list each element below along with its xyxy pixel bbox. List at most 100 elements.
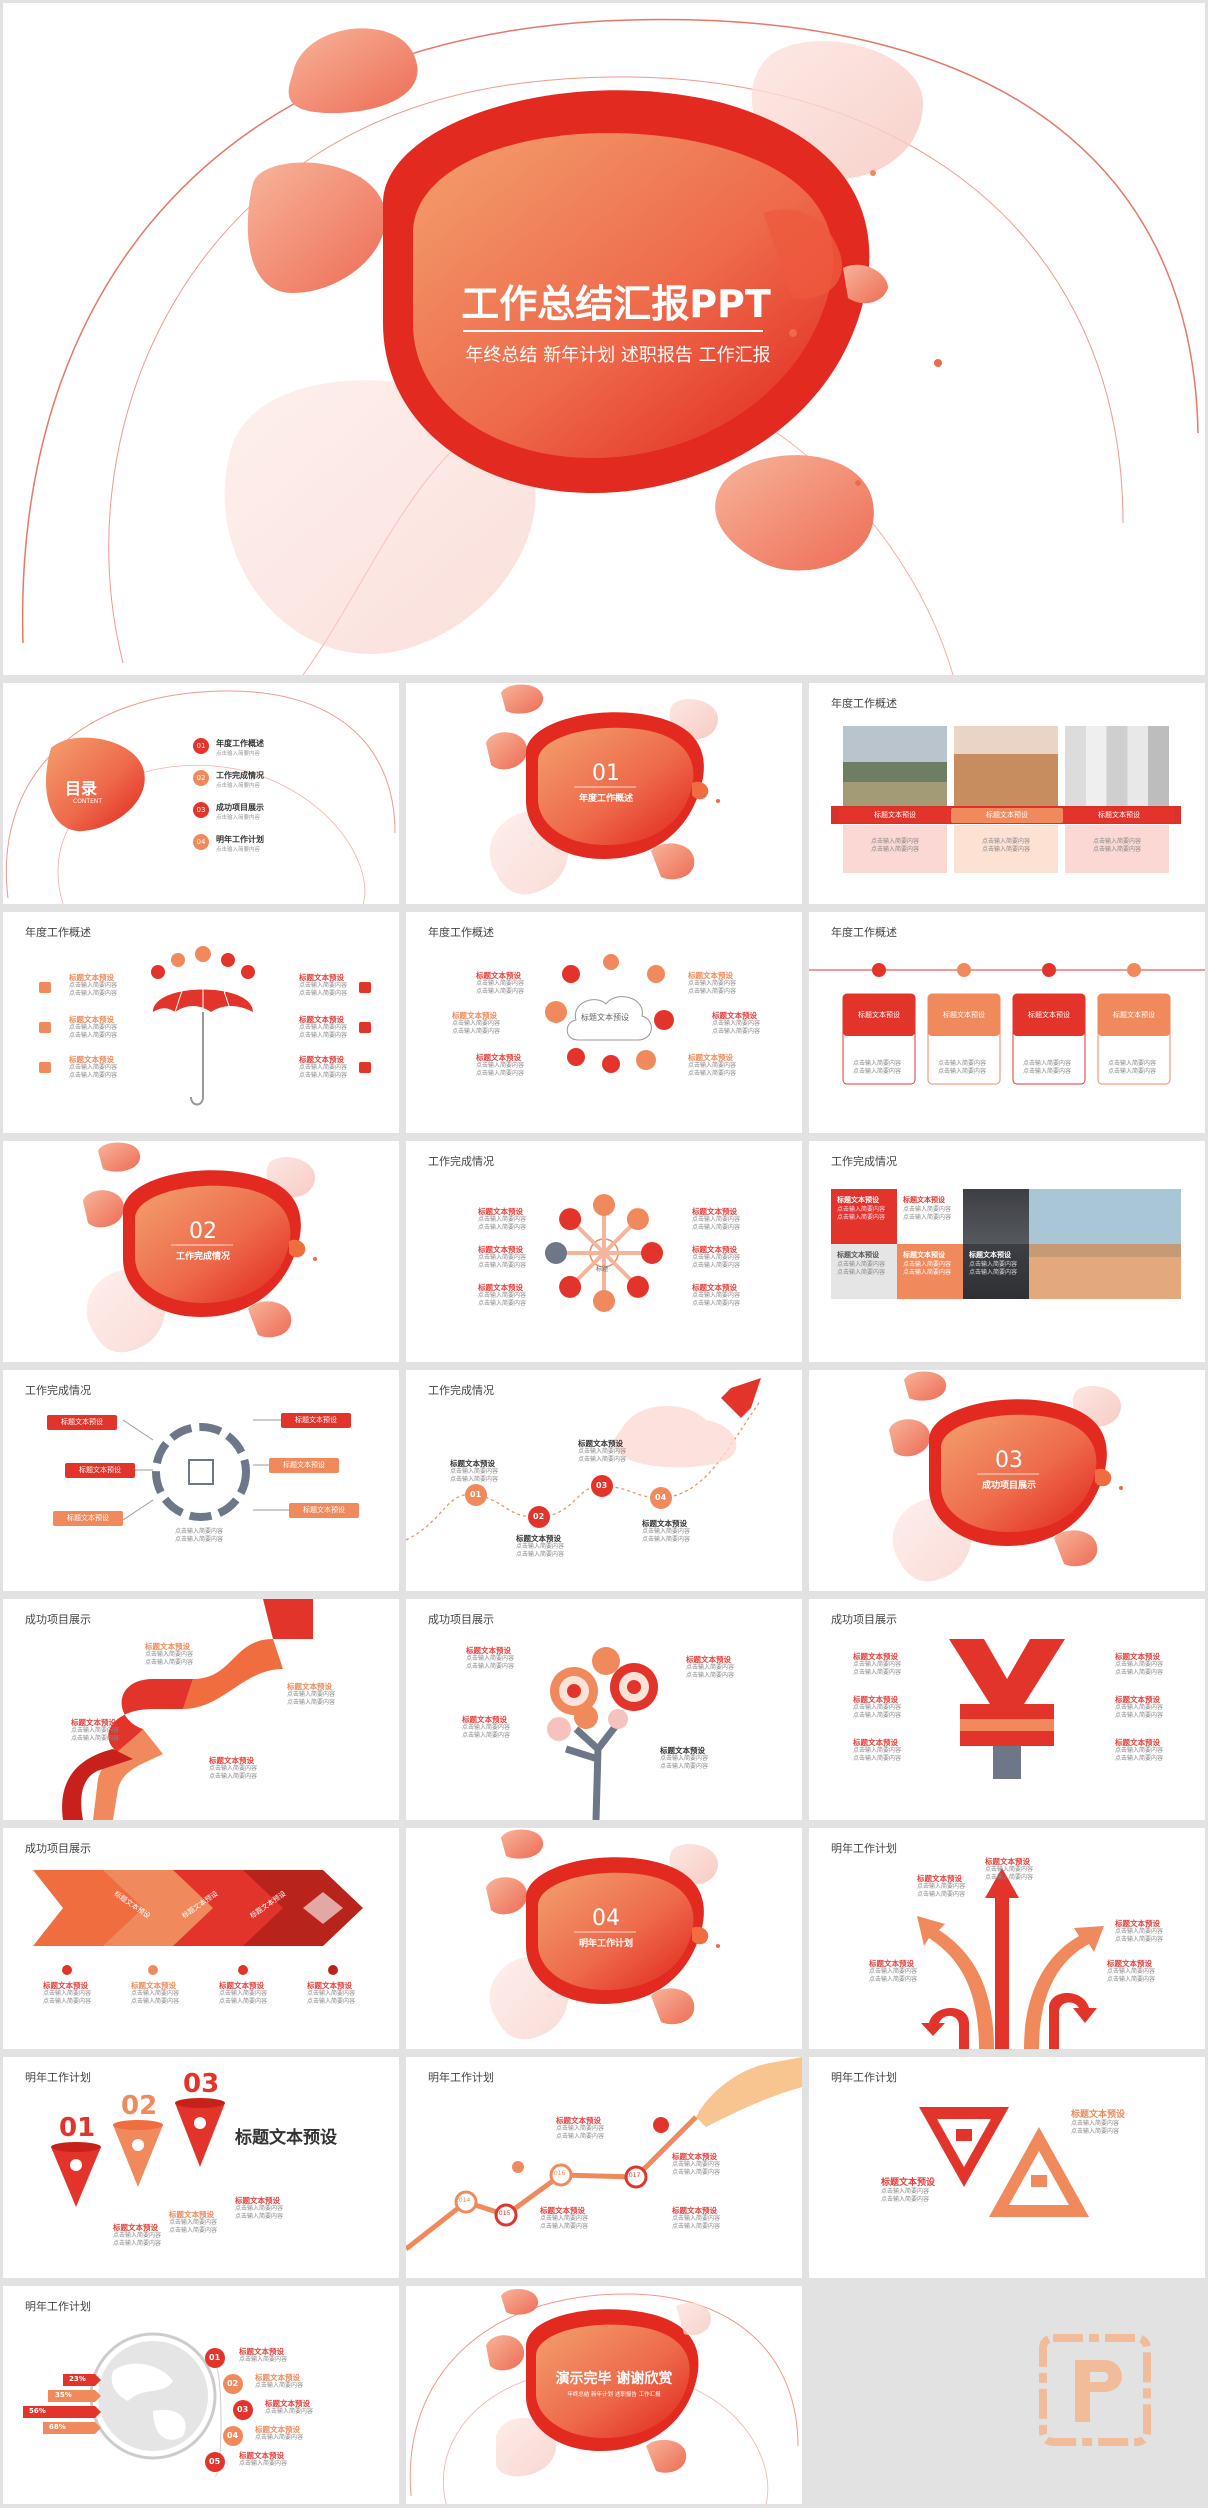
- toc-item-badge: 03: [193, 802, 209, 818]
- growth-body: 点击输入简要内容 点击输入简要内容: [540, 2215, 589, 2230]
- slide-yen[interactable]: 成功项目展示 标题文本预设 点击输入简要内容 点击输入简要内容 标题文本预设 点…: [809, 1599, 1205, 1820]
- grid-heading: 标题文本预设: [837, 1196, 879, 1204]
- item-body: 点击输入简要内容 点击输入简要内容: [476, 980, 525, 995]
- globe-body: 点击输入简要内容: [255, 2434, 304, 2441]
- card-body: 点击输入简要内容 点击输入简要内容: [853, 1060, 902, 1075]
- item-body: 点击输入简要内容 点击输入简要内容: [688, 980, 737, 995]
- toc-item-badge: 01: [193, 738, 209, 754]
- globe-number: 01: [209, 2353, 221, 2362]
- triangle-heading: 标题文本预设: [1071, 2110, 1126, 2120]
- slide-ribbon-chain[interactable]: 成功项目展示 标题文本预设 点击输入简要内容 点击输入简要内容 标题文本预设 点…: [3, 1599, 399, 1820]
- toc-item-label[interactable]: 工作完成情况: [216, 771, 264, 780]
- item-heading: 标题文本预设: [478, 1207, 523, 1216]
- toc-subtitle: CONTENT: [73, 798, 103, 805]
- slide-tree[interactable]: 成功项目展示 标题文本预设 点击输入简要内容 点击输入简要内容 标题文本预设 点…: [406, 1599, 802, 1820]
- item-heading: 标题文本预设: [69, 973, 114, 982]
- slide-umbrella[interactable]: 年度工作概述 标题文本预设 点击输入简要内容 点击输入简要内容 标题文本预设 点…: [3, 912, 399, 1133]
- cover-blob-art: [21, 18, 1199, 675]
- ring-graphic: [122, 1419, 291, 1521]
- item-body: 点击输入简要内容 点击输入简要内容: [69, 1064, 118, 1079]
- globe-number: 03: [237, 2405, 249, 2414]
- slide-growth[interactable]: 明年工作计划 2014 2015 2016 2017 标题文本预设 点击输入简要…: [406, 2057, 802, 2278]
- slide-section-02[interactable]: 02 工作完成情况: [3, 1141, 399, 1362]
- card-heading: 标题文本预设: [858, 1011, 900, 1019]
- year-label: 2015: [495, 2210, 511, 2217]
- slide-title: 成功项目展示: [25, 1842, 91, 1855]
- tree-body: 点击输入简要内容 点击输入简要内容: [686, 1664, 735, 1679]
- slide-section-03[interactable]: 03 成功项目展示: [809, 1370, 1205, 1591]
- radial-graphic: [545, 1194, 663, 1312]
- arrow-heading: 标题文本预设: [1107, 1959, 1152, 1968]
- slide-section-01[interactable]: 01 年度工作概述: [406, 683, 802, 904]
- section-blob-art: [889, 1371, 1123, 1582]
- tree-heading: 标题文本预设: [466, 1646, 511, 1655]
- slide-braid[interactable]: 成功项目展示 标题文本预设 标题文本预设 标题文本预设 标题文本预设 点击输入简…: [3, 1828, 399, 2049]
- year-label: 2017: [625, 2172, 641, 2179]
- growth-body: 点击输入简要内容 点击输入简要内容: [672, 2215, 721, 2230]
- toc-title: 目录: [65, 779, 98, 798]
- slide-annual-photos[interactable]: 年度工作概述 标题文本预设 标题文本预设 标题文本预设 点击输入简要内容 点击输…: [809, 683, 1205, 904]
- chain-heading: 标题文本预设: [209, 1756, 254, 1765]
- tree-body: 点击输入简要内容 点击输入简要内容: [462, 1724, 511, 1739]
- arrow-body: 点击输入简要内容 点击输入简要内容: [869, 1968, 918, 1983]
- item-body: 点击输入简要内容 点击输入简要内容: [452, 1020, 501, 1035]
- toc-item-label[interactable]: 年度工作概述: [216, 739, 264, 748]
- item-heading: 标题文本预设: [692, 1283, 737, 1292]
- section-number: 02: [189, 1219, 217, 1244]
- toc-item-label[interactable]: 成功项目展示: [216, 803, 264, 812]
- cover-slide[interactable]: 工作总结汇报PPT 年终总结 新年计划 述职报告 工作汇报: [3, 3, 1205, 675]
- slide-ending[interactable]: 演示完毕 谢谢欣赏 年终总结 新年计划 述职报告 工作汇报: [406, 2286, 802, 2504]
- ring-pill: 标题文本预设: [281, 1413, 351, 1428]
- slide-title: 年度工作概述: [831, 926, 897, 939]
- slide-title: 成功项目展示: [25, 1613, 91, 1626]
- slide-arrows[interactable]: 明年工作计划 标题文本预设 点击输入简要内容 点击输入简要内容 标题文本预设 点…: [809, 1828, 1205, 2049]
- cones-graphic: [51, 2098, 225, 2207]
- globe-heading: 标题文本预设: [239, 2451, 284, 2460]
- toc-item-label[interactable]: 明年工作计划: [216, 835, 264, 844]
- path-body: 点击输入简要内容 点击输入简要内容: [642, 1528, 691, 1543]
- slide-timeline-cards[interactable]: 年度工作概述 标题文本预设 标题文本预设 标题文本预设 标题文本预设 点击输入简…: [809, 912, 1205, 1133]
- item-body: 点击输入简要内容 点击输入简要内容: [299, 982, 348, 997]
- slide-globe[interactable]: 明年工作计划 23% 35% 56% 68% 01 02 03 04 05 标题文本预设 点击…: [3, 2286, 399, 2504]
- item-body: 点击输入简要内容 点击输入简要内容: [688, 1062, 737, 1077]
- yen-heading: 标题文本预设: [853, 1652, 898, 1661]
- grid-body: 点击输入简要内容 点击输入简要内容: [837, 1206, 886, 1221]
- photo-body-3: 点击输入简要内容 点击输入简要内容: [1093, 838, 1142, 853]
- triangle-body: 点击输入简要内容 点击输入简要内容: [1071, 2120, 1120, 2135]
- ring-pill: 标题文本预设: [53, 1511, 123, 1526]
- slide-rocket-path[interactable]: 工作完成情况 01 02 03 04 标题文本预设 点击输入简要内容 点击输入简要内容…: [406, 1370, 802, 1591]
- tree-heading: 标题文本预设: [462, 1715, 507, 1724]
- section-label: 工作完成情况: [175, 1252, 230, 1262]
- path-heading: 标题文本预设: [578, 1439, 623, 1448]
- slide-cones[interactable]: 明年工作计划 01 02 03 标题文本预设 标题文本预设 点击输入简要内容 点…: [3, 2057, 399, 2278]
- section-blob-art: [486, 1829, 720, 2040]
- grid-cell-dark: [963, 1189, 1029, 1299]
- slide-section-04[interactable]: 04 明年工作计划: [406, 1828, 802, 2049]
- slide-ring[interactable]: 工作完成情况 标题文本预设 标题文本预设 标题文本预设 标题文本预设 标题文本预…: [3, 1370, 399, 1591]
- cone-body: 点击输入简要内容 点击输入简要内容: [169, 2219, 218, 2234]
- yen-heading: 标题文本预设: [853, 1695, 898, 1704]
- slide-radial[interactable]: 工作完成情况 标题 标题文本预设 点击输入简要内容 点击输入简要内容 标题文本预…: [406, 1141, 802, 1362]
- braid-heading: 标题文本预设: [43, 1981, 88, 1990]
- slide-grid-photo[interactable]: 工作完成情况 标题文本预设 点击输入简要内容 点击输入简要内容 标题文本预设 点…: [809, 1141, 1205, 1362]
- slide-toc[interactable]: 目录 CONTENT 01 年度工作概述 点击输入简要内容 02 工作完成情况 点击输入简…: [3, 683, 399, 904]
- yen-body: 点击输入简要内容 点击输入简要内容: [1115, 1704, 1164, 1719]
- braid-heading: 标题文本预设: [219, 1981, 264, 1990]
- triangles-graphic: [919, 2107, 1089, 2217]
- arrow-body: 点击输入简要内容 点击输入简要内容: [1115, 1928, 1164, 1943]
- globe-heading: 标题文本预设: [265, 2399, 310, 2408]
- item-heading: 标题文本预设: [452, 1011, 497, 1020]
- grid-body: 点击输入简要内容 点击输入简要内容: [903, 1206, 952, 1221]
- tree-graphic: [547, 1647, 658, 1820]
- path-heading: 标题文本预设: [516, 1534, 561, 1543]
- slide-title: 明年工作计划: [831, 1842, 897, 1855]
- slide-cloud-hub[interactable]: 年度工作概述 标题文本预设 标题文本预设 点击输入简要内容 点击输入简要内容 标…: [406, 912, 802, 1133]
- item-body: 点击输入简要内容 点击输入简要内容: [476, 1062, 525, 1077]
- cone-heading: 标题文本预设: [235, 2196, 280, 2205]
- globe-percent: 56%: [29, 2407, 46, 2415]
- arrow-heading: 标题文本预设: [917, 1874, 962, 1883]
- slide-triangles[interactable]: 明年工作计划 标题文本预设 点击输入简要内容 点击输入简要内容 标题文本预设 点…: [809, 2057, 1205, 2278]
- step-number: 01: [470, 1490, 482, 1499]
- growth-body: 点击输入简要内容 点击输入简要内容: [672, 2161, 721, 2176]
- item-heading: 标题文本预设: [688, 1053, 733, 1062]
